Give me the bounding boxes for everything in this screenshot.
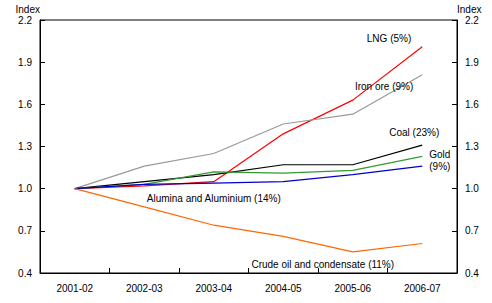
svg-text:0.4: 0.4 [465,268,479,279]
svg-text:2002-03: 2002-03 [126,283,163,294]
svg-text:2006-07: 2006-07 [404,283,441,294]
svg-text:1.9: 1.9 [18,57,32,68]
svg-text:(9%): (9%) [429,161,450,172]
svg-text:0.7: 0.7 [465,225,479,236]
svg-text:1.0: 1.0 [465,183,479,194]
svg-text:Index: Index [457,4,481,15]
svg-text:Iron ore (9%): Iron ore (9%) [355,81,413,92]
svg-text:Coal (23%): Coal (23%) [389,127,439,138]
svg-text:2004-05: 2004-05 [265,283,302,294]
svg-text:2001-02: 2001-02 [56,283,93,294]
svg-text:Crude oil and condensate (11%): Crude oil and condensate (11%) [251,259,394,270]
svg-text:1.3: 1.3 [18,141,32,152]
svg-text:2005-06: 2005-06 [334,283,371,294]
svg-text:1.9: 1.9 [465,57,479,68]
svg-text:Gold: Gold [429,149,450,160]
svg-text:1.6: 1.6 [465,99,479,110]
svg-text:0.7: 0.7 [18,225,32,236]
svg-text:2003-04: 2003-04 [195,283,232,294]
svg-text:2.2: 2.2 [465,15,479,26]
svg-text:1.6: 1.6 [18,99,32,110]
svg-text:1.0: 1.0 [18,183,32,194]
svg-text:LNG (5%): LNG (5%) [367,33,411,44]
svg-text:0.4: 0.4 [18,268,32,279]
svg-text:Index: Index [16,4,40,15]
svg-text:Alumina and Aluminium (14%): Alumina and Aluminium (14%) [147,193,281,204]
svg-text:2.2: 2.2 [18,15,32,26]
svg-text:1.3: 1.3 [465,141,479,152]
